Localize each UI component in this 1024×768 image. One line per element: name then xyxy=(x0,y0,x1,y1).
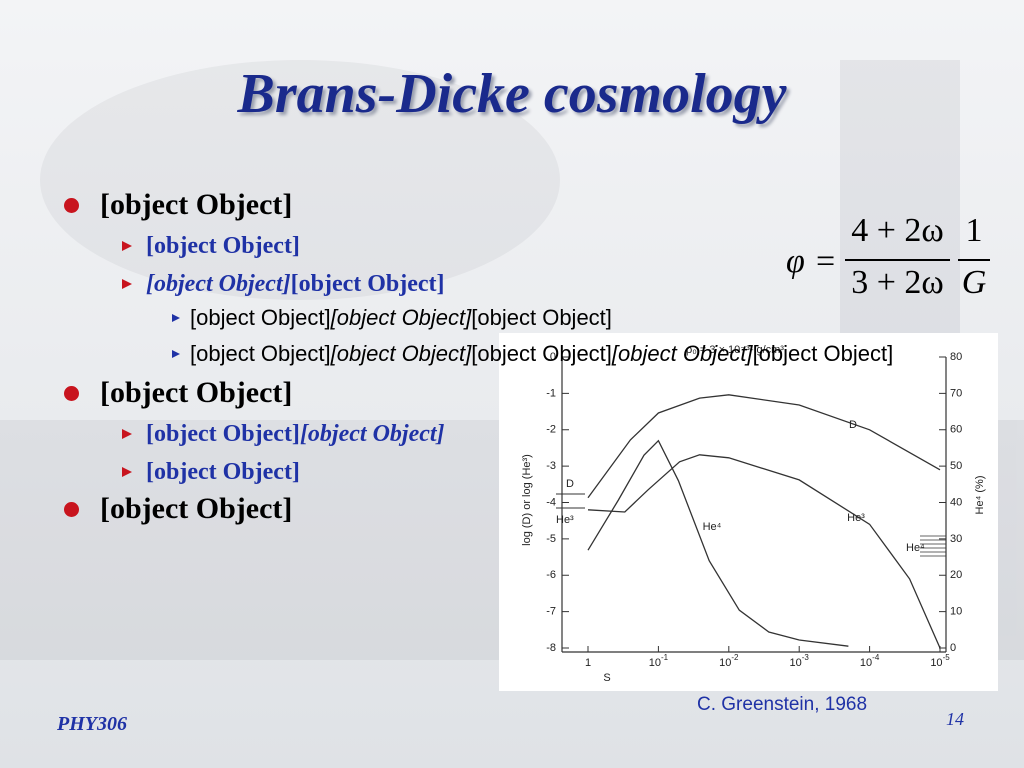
y2-tick-label: 0 xyxy=(950,642,956,654)
text-run: [object Object] xyxy=(146,459,300,485)
text-run: [object Object] xyxy=(190,341,331,366)
y2-tick-label: 20 xyxy=(950,569,962,581)
y-tick-label: 0 xyxy=(550,351,556,363)
text-run: [object Object] xyxy=(146,421,300,447)
x-tick-base: 10 xyxy=(930,657,942,669)
sub-bullet: [object Object][object Object] [object Ob… xyxy=(121,268,893,372)
sub-list: [object Object][object Object][object Ob… xyxy=(100,418,893,488)
sub-list: [object Object][object Object][object Ob… xyxy=(100,230,893,372)
x-tick-label: 10-2 xyxy=(719,653,739,669)
y2-tick-label: 50 xyxy=(950,460,962,472)
eq-denominator: G xyxy=(961,264,987,301)
density-label: ρ₀ = 3 × 10⁻³¹ g/cm³ xyxy=(686,344,784,356)
marker-label: He³ xyxy=(556,514,574,526)
x-tick-base: 10 xyxy=(649,657,661,669)
bullet-list: [object Object] [object Object] [object Ob… xyxy=(63,186,893,530)
y-tick-label: -4 xyxy=(546,496,556,508)
sub-bullet: [object Object] xyxy=(121,230,893,262)
text-run: [object Object] xyxy=(471,341,612,366)
page-number: 14 xyxy=(946,709,964,729)
text-run: [object Object] xyxy=(330,341,472,366)
y2-axis-label: He⁴ (%) xyxy=(974,476,986,515)
bullet: [object Object][object Object][object Ob… xyxy=(63,374,893,488)
x-tick-exponent: -5 xyxy=(943,653,951,662)
x-tick-label: 10-4 xyxy=(860,653,880,669)
eq-numerator: 1 xyxy=(965,212,983,249)
y-tick-label: -5 xyxy=(546,533,556,545)
text-run: [object Object] xyxy=(100,376,293,409)
text-run: [object Object] xyxy=(299,421,445,447)
curve xyxy=(587,439,849,647)
text-run: [object Object] xyxy=(146,233,300,259)
y-tick-label: -8 xyxy=(546,642,556,654)
x-tick-label: 1 xyxy=(585,657,591,669)
y-tick-label: -1 xyxy=(546,387,556,399)
sub-bullet: [object Object][object Object] xyxy=(122,418,466,450)
y2-tick-label: 40 xyxy=(950,496,962,508)
eq-fraction-bar xyxy=(958,259,990,261)
curve xyxy=(587,454,941,649)
y-tick-label: -7 xyxy=(546,606,556,618)
bullet: [object Object] xyxy=(64,490,445,528)
text-run: [object Object] xyxy=(330,305,472,330)
curve-label: He⁴ xyxy=(703,521,722,533)
text-run: [object Object] xyxy=(611,341,753,366)
y2-tick-label: 30 xyxy=(950,533,962,545)
curve xyxy=(587,394,941,499)
bullet: [object Object][object Object][object Ob… xyxy=(63,186,893,372)
x-tick-exponent: -2 xyxy=(731,653,739,662)
y-tick-label: -2 xyxy=(546,424,556,436)
x-tick-exponent: -3 xyxy=(802,653,810,662)
x-tick-exponent: -1 xyxy=(661,653,669,662)
y2-tick-label: 60 xyxy=(950,424,962,436)
sub-sub-bullet: [object Object][object Object][object Ob… xyxy=(171,300,893,336)
y2-tick-label: 70 xyxy=(950,387,962,399)
eq-lhs: φ xyxy=(786,243,805,280)
y2-tick-label: 80 xyxy=(950,351,962,363)
eq-denominator: 3 + 2ω xyxy=(851,264,944,301)
text-run: [object Object] xyxy=(190,305,331,330)
x-axis-label: S xyxy=(603,672,610,684)
text-run: [object Object] xyxy=(471,305,612,330)
text-run: [object Object] xyxy=(752,341,894,366)
y-axis-label: log (D) or log (He³) xyxy=(521,454,533,546)
marker-label: He⁴ xyxy=(906,542,925,554)
text-run: [object Object] xyxy=(290,271,445,297)
sub-bullet: [object Object] xyxy=(122,456,466,488)
x-tick-label: 10-1 xyxy=(649,653,669,669)
slide-title: Brans-Dicke cosmology xyxy=(237,63,787,125)
curve-label: He³ xyxy=(847,512,865,524)
y2-tick-label: 10 xyxy=(950,606,962,618)
x-tick-label: 10-3 xyxy=(790,653,810,669)
x-tick-exponent: -4 xyxy=(872,653,880,662)
eq-equals: = xyxy=(816,243,836,280)
curve-label: D xyxy=(849,419,857,431)
text-run: [object Object] xyxy=(100,492,293,525)
text-run: [object Object] xyxy=(146,271,291,297)
marker-label: D xyxy=(566,478,574,490)
eq-fraction-bar xyxy=(845,259,950,261)
x-tick-label: 10-5 xyxy=(930,653,950,669)
x-tick-base: 10 xyxy=(860,657,872,669)
footer: PHY306 xyxy=(57,713,127,735)
y-tick-label: -3 xyxy=(546,460,556,472)
figure-panel xyxy=(499,333,998,691)
text-run: [object Object] xyxy=(100,188,293,221)
eq-numerator: 4 + 2ω xyxy=(851,212,944,249)
y-tick-label: -6 xyxy=(546,569,556,581)
x-tick-base: 1 xyxy=(585,657,591,669)
x-tick-base: 10 xyxy=(719,657,731,669)
figure-caption: C. Greenstein, 1968 xyxy=(697,694,868,715)
sub-sub-list: [object Object][object Object][object Ob… xyxy=(146,300,893,372)
x-tick-base: 10 xyxy=(790,657,802,669)
sub-sub-bullet: [object Object][object Object][object Ob… xyxy=(171,336,894,372)
